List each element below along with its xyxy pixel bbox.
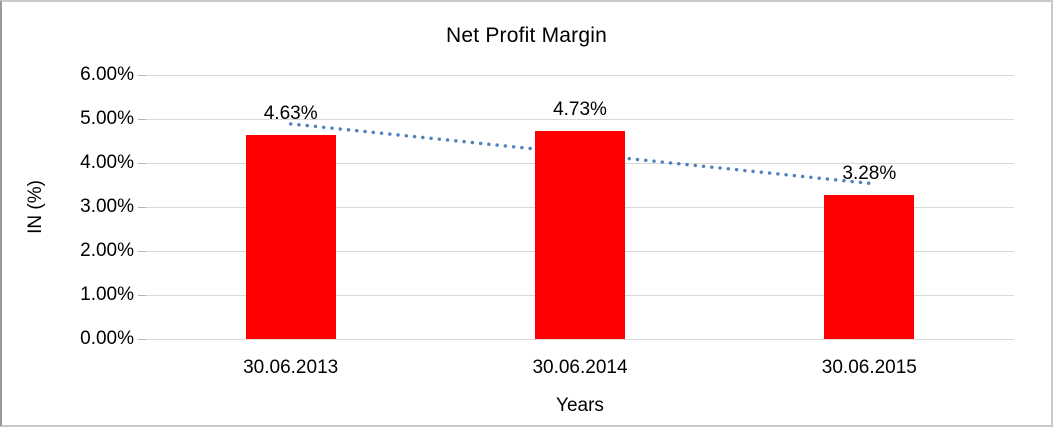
y-tick-label: 3.00% bbox=[80, 196, 134, 217]
bar bbox=[824, 194, 915, 339]
x-tick-label: 30.06.2014 bbox=[532, 357, 628, 378]
y-axis-tick bbox=[138, 74, 146, 76]
y-axis-tick bbox=[138, 206, 146, 208]
y-axis-tick bbox=[138, 338, 146, 340]
y-tick-label: 4.00% bbox=[80, 152, 134, 173]
bar bbox=[245, 135, 336, 339]
y-axis-tick bbox=[138, 294, 146, 296]
bar-value-label: 4.73% bbox=[553, 98, 607, 120]
x-tick-label: 30.06.2015 bbox=[821, 357, 917, 378]
y-tick-label: 1.00% bbox=[80, 284, 134, 305]
gridline bbox=[146, 118, 1014, 120]
x-axis-title: Years bbox=[556, 395, 604, 416]
y-tick-label: 5.00% bbox=[80, 108, 134, 129]
y-axis-tick bbox=[138, 162, 146, 164]
y-axis-tick-labels: 0.00% 1.00% 2.00% 3.00% 4.00% 5.00% 6.00% bbox=[2, 2, 134, 425]
bar bbox=[535, 130, 625, 339]
y-tick-label: 2.00% bbox=[80, 240, 134, 261]
gridline bbox=[146, 74, 1014, 76]
plot-area: 4.63% 4.73% 3.28% bbox=[138, 74, 1014, 340]
x-tick-label: 30.06.2013 bbox=[243, 357, 339, 378]
gridline bbox=[146, 338, 1014, 340]
bar-value-label: 4.63% bbox=[263, 103, 318, 125]
bar-value-label: 3.28% bbox=[842, 162, 897, 184]
chart-title: Net Profit Margin bbox=[446, 24, 607, 47]
y-axis-tick bbox=[138, 250, 146, 252]
y-tick-label: 6.00% bbox=[80, 64, 134, 85]
y-tick-label: 0.00% bbox=[80, 328, 134, 349]
y-axis-tick bbox=[138, 118, 146, 120]
x-axis-tick-labels: 30.06.2013 30.06.2014 30.06.2015 bbox=[146, 357, 1014, 381]
